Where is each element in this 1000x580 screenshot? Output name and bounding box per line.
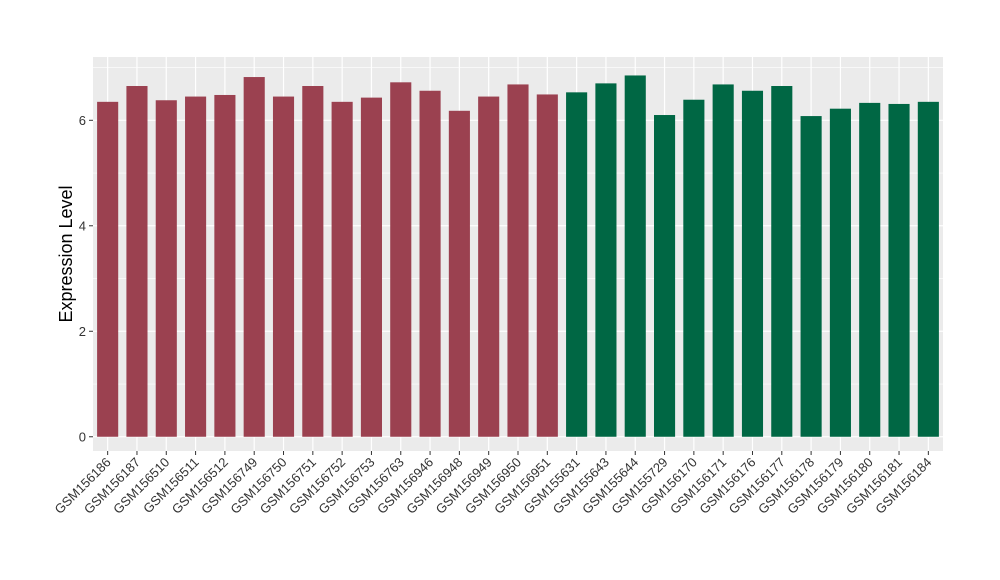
bar-gsm156951 (536, 94, 558, 437)
x-axis: GSM156186GSM156187GSM156510GSM156511GSM1… (52, 451, 934, 517)
bar-gsm156750 (272, 96, 295, 437)
bar-gsm155631 (566, 92, 588, 437)
bar-gsm155729 (654, 115, 676, 437)
bar-gsm156950 (507, 84, 529, 437)
bar-gsm156751 (302, 86, 324, 437)
bar-gsm156186 (97, 101, 119, 437)
y-tick-label: 0 (79, 429, 86, 444)
bar-gsm155643 (595, 83, 617, 437)
bar-gsm156512 (214, 94, 236, 437)
bar-gsm156176 (741, 90, 764, 437)
bar-gsm156949 (478, 96, 500, 437)
bar-gsm156510 (155, 100, 177, 437)
bar-gsm156752 (331, 101, 353, 437)
bar-gsm156753 (360, 97, 382, 437)
bar-gsm156187 (126, 86, 148, 437)
y-tick-label: 4 (79, 218, 86, 233)
y-axis-title: Expression Level (56, 185, 76, 322)
bar-gsm156171 (712, 84, 734, 437)
bar-gsm156511 (185, 96, 207, 437)
bar-gsm156763 (390, 82, 412, 437)
bar-gsm156170 (683, 99, 705, 437)
bar-gsm156177 (771, 86, 793, 437)
bar-gsm156179 (829, 108, 851, 437)
y-tick-label: 2 (79, 324, 86, 339)
bar-gsm155644 (624, 75, 646, 437)
bar-gsm156749 (243, 77, 265, 437)
bar-gsm156948 (448, 110, 470, 437)
y-axis: 0 2 4 6 (79, 113, 93, 444)
y-tick-label: 6 (79, 113, 86, 128)
bar-gsm156181 (888, 103, 910, 437)
bar-gsm156180 (859, 102, 881, 437)
bar-gsm156184 (917, 101, 939, 437)
bar-gsm156946 (419, 90, 441, 437)
bars (97, 75, 939, 437)
bar-gsm156178 (800, 116, 822, 437)
